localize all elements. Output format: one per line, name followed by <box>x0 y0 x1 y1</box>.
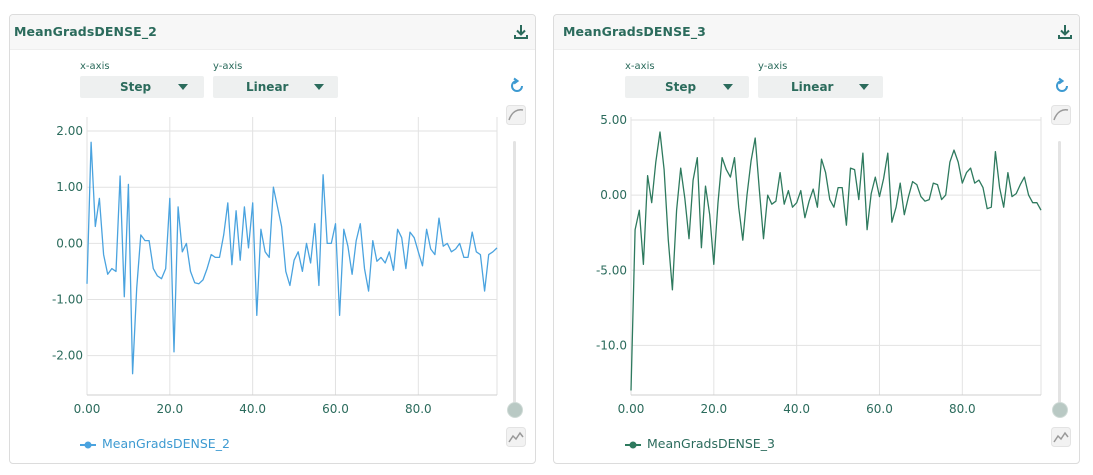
chevron-down-icon <box>314 84 324 90</box>
legend-label: MeanGradsDENSE_2 <box>102 436 230 451</box>
series-line <box>86 141 498 375</box>
line-chart-icon[interactable] <box>1051 427 1071 447</box>
x-tick-label: 40.0 <box>783 402 810 416</box>
card-title: MeanGradsDENSE_2 <box>14 24 157 39</box>
y-tick-label: -1.00 <box>52 293 83 307</box>
x-tick-label: 80.0 <box>949 402 976 416</box>
series-line <box>630 131 1042 391</box>
y-axis-value: Linear <box>791 80 834 94</box>
x-axis-caption: x-axis <box>625 61 655 72</box>
y-tick-label: 5.00 <box>600 113 627 127</box>
x-tick-label: 20.0 <box>156 402 183 416</box>
card-header: MeanGradsDENSE_3 <box>554 15 1079 50</box>
chevron-down-icon <box>859 84 869 90</box>
curve-icon[interactable] <box>1051 105 1071 125</box>
x-axis-control: x-axis Step <box>625 60 749 98</box>
x-axis-dropdown[interactable]: Step <box>80 76 204 98</box>
x-tick-label: 0.00 <box>74 402 101 416</box>
refresh-icon[interactable] <box>1053 77 1071 95</box>
chart-card-2: MeanGradsDENSE_3 x-axis Step y-axis Line… <box>553 14 1080 464</box>
x-axis-value: Step <box>665 80 697 94</box>
x-axis-control: x-axis Step <box>80 60 204 98</box>
y-tick-label: -5.00 <box>596 263 627 277</box>
download-icon[interactable] <box>513 23 529 40</box>
refresh-icon[interactable] <box>508 77 526 95</box>
smoothing-slider-track[interactable] <box>513 141 516 411</box>
chevron-down-icon <box>178 84 188 90</box>
y-tick-label: 1.00 <box>56 180 83 194</box>
x-axis-dropdown[interactable]: Step <box>625 76 749 98</box>
chevron-down-icon <box>723 84 733 90</box>
y-tick-label: -2.00 <box>52 349 83 363</box>
download-icon[interactable] <box>1057 23 1073 40</box>
card-title: MeanGradsDENSE_3 <box>563 24 706 39</box>
x-tick-label: 40.0 <box>239 402 266 416</box>
y-axis-control: y-axis Linear <box>213 60 338 98</box>
smoothing-slider-handle[interactable] <box>1052 402 1068 418</box>
line-chart: 0.00 20.0 40.0 60.0 80.0 2.00 1.00 0.00 -1.00 -2.… <box>52 117 498 416</box>
x-tick-label: 60.0 <box>866 402 893 416</box>
y-axis-value: Linear <box>246 80 289 94</box>
x-tick-label: 0.00 <box>618 402 645 416</box>
x-axis-caption: x-axis <box>80 61 110 72</box>
line-chart-icon[interactable] <box>506 427 526 447</box>
curve-icon[interactable] <box>506 105 526 125</box>
y-tick-label: 0.00 <box>600 188 627 202</box>
smoothing-slider-track[interactable] <box>1058 141 1061 411</box>
legend-label: MeanGradsDENSE_3 <box>647 436 775 451</box>
chart-card-1: MeanGradsDENSE_2 x-axis Step y-axis Line… <box>9 14 536 464</box>
line-chart: 0.00 20.0 40.0 60.0 80.0 5.00 0.00 -5.00 -10.0 <box>596 113 1042 416</box>
card-header: MeanGradsDENSE_2 <box>10 15 535 50</box>
legend-marker <box>80 441 96 449</box>
y-axis-dropdown[interactable]: Linear <box>213 76 338 98</box>
y-axis-caption: y-axis <box>213 61 243 72</box>
x-axis-value: Step <box>120 80 152 94</box>
y-tick-label: -10.0 <box>596 338 627 352</box>
y-tick-label: 0.00 <box>56 236 83 250</box>
y-tick-label: 2.00 <box>56 124 83 138</box>
smoothing-slider-handle[interactable] <box>507 402 523 418</box>
x-tick-label: 20.0 <box>700 402 727 416</box>
y-axis-caption: y-axis <box>758 61 788 72</box>
legend-marker <box>625 441 641 449</box>
y-axis-control: y-axis Linear <box>758 60 883 98</box>
x-tick-label: 60.0 <box>322 402 349 416</box>
y-axis-dropdown[interactable]: Linear <box>758 76 883 98</box>
x-tick-label: 80.0 <box>405 402 432 416</box>
